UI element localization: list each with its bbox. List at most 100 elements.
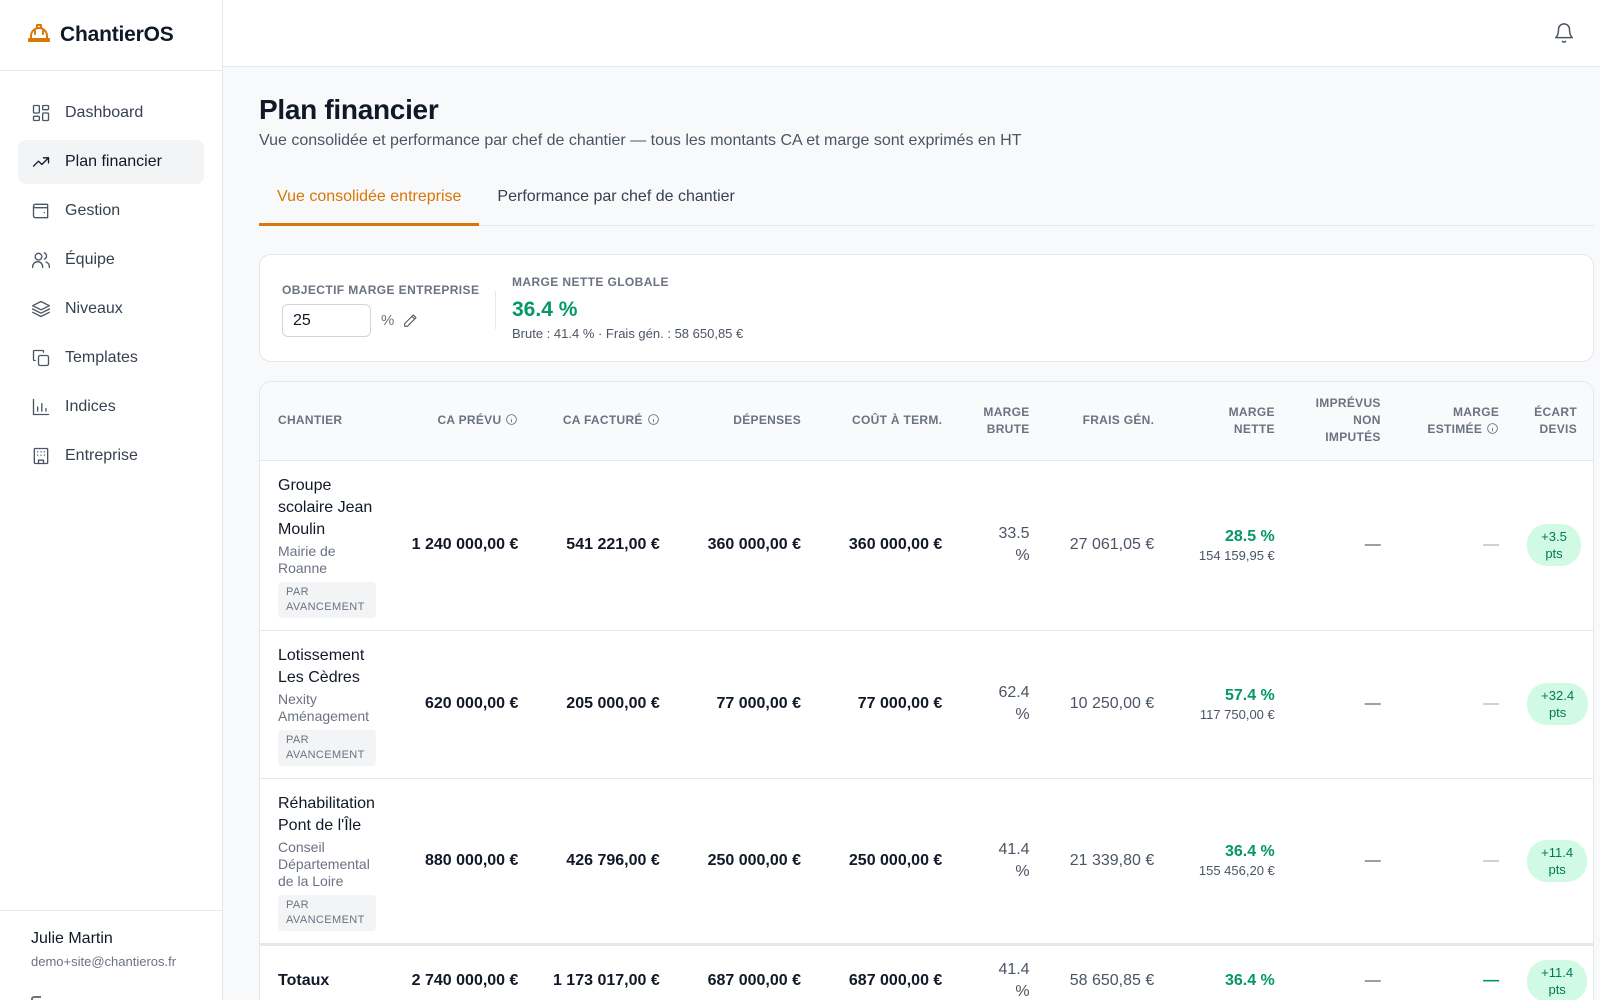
sidebar-item-label: Templates xyxy=(65,349,138,366)
totals-label: Totaux xyxy=(260,942,397,1000)
ecart-badge: +11.4 pts xyxy=(1527,839,1588,882)
imprevus-cell: — xyxy=(1294,460,1401,631)
sidebar-item-entreprise[interactable]: Entreprise xyxy=(18,434,204,478)
marge-estimee-cell: — xyxy=(1400,630,1520,779)
ca-prevu-cell: 1 240 000,00 € xyxy=(396,460,539,631)
billing-mode-tag: PAR AVANCEMENT xyxy=(278,729,377,766)
depenses-cell: 77 000,00 € xyxy=(679,630,822,779)
target-margin-unit: % xyxy=(381,312,395,329)
info-icon[interactable] xyxy=(647,413,660,426)
totals-row: Totaux 2 740 000,00 € 1 173 017,00 € 687… xyxy=(260,942,1593,1000)
marge-nette-cell: 28.5 % 154 159,95 € xyxy=(1174,460,1295,631)
total-marge-nette: 36.4 % xyxy=(1174,942,1295,1000)
edit-target-button[interactable] xyxy=(402,313,418,329)
info-icon[interactable] xyxy=(1486,422,1499,435)
total-marge-estimee: — xyxy=(1400,942,1520,1000)
total-imprevus: — xyxy=(1294,942,1401,1000)
total-marge-brute: 41.4% xyxy=(962,942,1050,1000)
marge-brute-cell: 62.4% xyxy=(962,630,1050,779)
target-margin-label: OBJECTIF MARGE ENTREPRISE xyxy=(282,283,480,297)
total-ca-facture: 1 173 017,00 € xyxy=(538,942,680,1000)
main-content: Plan financier Vue consolidée et perform… xyxy=(259,67,1594,1000)
wallet-icon xyxy=(32,203,49,219)
sidebar-item-label: Dashboard xyxy=(65,104,144,121)
ecart-badge: +11.4 pts xyxy=(1527,959,1588,1000)
col-marge-estimee[interactable]: MARGE ESTIMÉE xyxy=(1400,382,1520,461)
page-subtitle: Vue consolidée et performance par chef d… xyxy=(259,132,1022,149)
net-margin-detail: Brute : 41.4 % · Frais gén. : 58 650,85 … xyxy=(512,326,744,341)
col-frais-gen[interactable]: FRAIS GÉN. xyxy=(1049,382,1175,461)
ca-prevu-cell: 880 000,00 € xyxy=(396,778,539,945)
site-client: Conseil Départemental de la Loire xyxy=(278,838,370,889)
sidebar-item-label: Entreprise xyxy=(65,447,138,464)
sidebar-item-label: Équipe xyxy=(65,251,115,268)
users-icon xyxy=(31,252,50,269)
total-ecart-devis: +11.4 pts xyxy=(1519,942,1593,1000)
net-margin-block: MARGE NETTE GLOBALE 36.4 % Brute : 41.4 … xyxy=(512,275,743,341)
frais-gen-cell: 27 061,05 € xyxy=(1049,460,1175,631)
col-marge-brute[interactable]: MARGE BRUTE xyxy=(962,382,1050,461)
pencil-icon xyxy=(404,313,417,327)
page-title: Plan financier xyxy=(259,94,439,125)
col-chantier[interactable]: CHANTIER xyxy=(260,382,397,461)
user-profile[interactable]: Julie Martin demo+site@chantieros.fr xyxy=(0,910,222,1000)
sidebar-item-templates[interactable]: Templates xyxy=(18,336,204,380)
imprevus-cell: — xyxy=(1294,778,1401,945)
frais-gen-cell: 21 339,80 € xyxy=(1049,778,1175,945)
col-depenses[interactable]: DÉPENSES xyxy=(679,382,822,461)
site-name[interactable]: Réhabilitation Pont de l'Île xyxy=(278,794,375,834)
sidebar-nav: Dashboard Plan financier Gestion Équipe … xyxy=(0,71,222,478)
ecart-devis-cell: +3.5 pts xyxy=(1519,460,1593,631)
table-row[interactable]: Groupe scolaire Jean Moulin Mairie de Ro… xyxy=(260,460,1593,631)
sidebar-item-plan-financier[interactable]: Plan financier xyxy=(18,140,204,184)
sidebar-item-dashboard[interactable]: Dashboard xyxy=(18,91,204,135)
building-icon xyxy=(33,447,49,465)
ca-prevu-cell: 620 000,00 € xyxy=(396,630,539,779)
topbar xyxy=(223,0,1600,67)
marge-brute-cell: 33.5% xyxy=(962,460,1050,631)
col-imprevus[interactable]: IMPRÉVUS NON IMPUTÉS xyxy=(1294,382,1401,461)
site-name[interactable]: Lotissement Les Cèdres xyxy=(278,646,365,686)
notifications-button[interactable] xyxy=(1553,22,1575,44)
user-name: Julie Martin xyxy=(31,930,113,947)
sites-table-card: CHANTIER CA PRÉVU CA FACTURÉ DÉPENSES CO… xyxy=(259,381,1594,1000)
tab-vue-consolidee[interactable]: Vue consolidée entreprise xyxy=(259,178,480,226)
sidebar-item-indices[interactable]: Indices xyxy=(18,385,204,429)
ecart-badge: +3.5 pts xyxy=(1527,524,1581,566)
sidebar-item-equipe[interactable]: Équipe xyxy=(18,238,204,282)
ca-facture-cell: 541 221,00 € xyxy=(538,460,680,631)
cout-term-cell: 77 000,00 € xyxy=(821,630,963,779)
logout-icon[interactable] xyxy=(31,996,41,1000)
brand[interactable]: ChantierOS xyxy=(0,0,222,71)
target-margin-block: OBJECTIF MARGE ENTREPRISE % xyxy=(282,283,479,337)
sidebar-item-gestion[interactable]: Gestion xyxy=(18,189,204,233)
table-header-row: CHANTIER CA PRÉVU CA FACTURÉ DÉPENSES CO… xyxy=(260,382,1593,461)
sites-table: CHANTIER CA PRÉVU CA FACTURÉ DÉPENSES CO… xyxy=(260,382,1593,1000)
marge-nette-cell: 36.4 % 155 456,20 € xyxy=(1174,778,1295,945)
col-cout-term[interactable]: COÛT À TERM. xyxy=(821,382,963,461)
marge-nette-cell: 57.4 % 117 750,00 € xyxy=(1174,630,1295,779)
marge-estimee-cell: — xyxy=(1400,778,1520,945)
user-email: demo+site@chantieros.fr xyxy=(31,954,177,969)
site-name[interactable]: Groupe scolaire Jean Moulin xyxy=(278,476,373,538)
net-margin-value: 36.4 % xyxy=(512,298,578,321)
brand-name: ChantierOS xyxy=(60,23,174,46)
col-ecart-devis[interactable]: ÉCART DEVIS xyxy=(1519,382,1593,461)
bell-icon xyxy=(1555,23,1573,43)
table-row[interactable]: Lotissement Les Cèdres Nexity Aménagemen… xyxy=(260,630,1593,779)
sidebar-item-niveaux[interactable]: Niveaux xyxy=(18,287,204,331)
table-row[interactable]: Réhabilitation Pont de l'Île Conseil Dép… xyxy=(260,778,1593,945)
marge-estimee-cell: — xyxy=(1400,460,1520,631)
total-depenses: 687 000,00 € xyxy=(679,942,822,1000)
col-ca-prevu[interactable]: CA PRÉVU xyxy=(396,382,539,461)
site-client: Mairie de Roanne xyxy=(278,542,336,576)
sidebar: ChantierOS Dashboard Plan financier Gest… xyxy=(0,0,223,1000)
col-ca-facture[interactable]: CA FACTURÉ xyxy=(538,382,680,461)
kpi-card: OBJECTIF MARGE ENTREPRISE % MARGE NETTE … xyxy=(259,254,1594,362)
ca-facture-cell: 205 000,00 € xyxy=(538,630,680,779)
info-icon[interactable] xyxy=(505,413,518,426)
target-margin-input[interactable] xyxy=(282,304,371,337)
tab-performance-chef[interactable]: Performance par chef de chantier xyxy=(497,188,735,205)
col-marge-nette[interactable]: MARGE NETTE xyxy=(1174,382,1295,461)
total-frais-gen: 58 650,85 € xyxy=(1049,942,1175,1000)
